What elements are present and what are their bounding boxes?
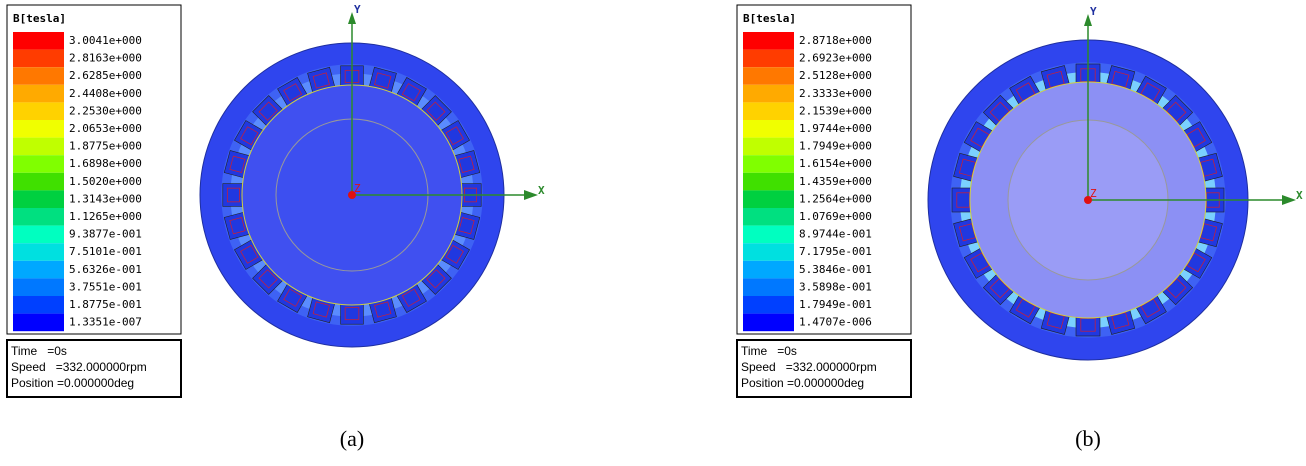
legend-label: 2.6285e+000 (69, 69, 142, 82)
legend-swatch (13, 243, 64, 261)
legend-label: 1.7949e+000 (799, 140, 872, 153)
legend-title: B[tesla] (743, 12, 796, 25)
z-axis-label: Z (354, 182, 361, 195)
y-axis-label: Y (354, 3, 361, 16)
x-axis-label: X (538, 184, 545, 197)
legend-swatch (743, 173, 794, 191)
legend-label: 1.8775e+000 (69, 140, 142, 153)
legend-swatch (13, 32, 64, 50)
legend-label: 2.5128e+000 (799, 69, 872, 82)
legend-label: 1.2564e+000 (799, 192, 872, 205)
info-line: Speed =332.000000rpm (741, 360, 877, 374)
caption: (a) (340, 426, 364, 451)
legend-label: 7.1795e-001 (799, 245, 872, 258)
legend-swatch (743, 261, 794, 279)
info-line: Position =0.000000deg (11, 376, 134, 390)
legend-title: B[tesla] (13, 12, 66, 25)
legend-label: 5.6326e-001 (69, 263, 142, 276)
legend-label: 1.1265e+000 (69, 210, 142, 223)
y-axis-label: Y (1090, 5, 1097, 18)
legend-swatch (743, 67, 794, 85)
legend-label: 2.3333e+000 (799, 87, 872, 100)
legend-swatch (743, 155, 794, 173)
page: B[tesla]3.0041e+0002.8163e+0002.6285e+00… (0, 0, 1306, 466)
legend-label: 1.0769e+000 (799, 210, 872, 223)
legend-swatch (13, 314, 64, 332)
legend-label: 1.3143e+000 (69, 192, 142, 205)
legend-swatch (13, 226, 64, 244)
info-line: Time =0s (11, 344, 67, 358)
panel: B[tesla]2.8718e+000 2.6923e+000 2.5128e+00… (737, 5, 1303, 451)
info-line: Speed =332.000000rpm (11, 360, 147, 374)
legend-label: 3.0041e+000 (69, 34, 142, 47)
z-axis-label: Z (1090, 187, 1097, 200)
legend-label: 8.9744e-001 (799, 228, 872, 241)
legend-label: 1.3351e-007 (69, 316, 142, 329)
legend-swatch (13, 120, 64, 138)
legend-swatch (743, 50, 794, 68)
x-axis-label: X (1296, 189, 1303, 202)
legend-label: 2.8718e+000 (799, 34, 872, 47)
legend-swatch (743, 296, 794, 314)
legend-swatch (743, 102, 794, 120)
legend-swatch (13, 67, 64, 85)
legend-swatch (743, 226, 794, 244)
legend-label: 7.5101e-001 (69, 245, 142, 258)
legend-swatch (13, 190, 64, 208)
info-line: Position =0.000000deg (741, 376, 864, 390)
legend-label: 2.0653e+000 (69, 122, 142, 135)
legend-swatch (13, 102, 64, 120)
legend-swatch (13, 261, 64, 279)
legend-swatch (743, 32, 794, 50)
legend-label: 1.8775e-001 (69, 298, 142, 311)
legend-label: 9.3877e-001 (69, 228, 142, 241)
legend-label: 2.2530e+000 (69, 104, 142, 117)
legend-label: 1.6898e+000 (69, 157, 142, 170)
legend-swatch (13, 138, 64, 156)
x-arrow-head (524, 190, 538, 200)
legend-label: 3.5898e-001 (799, 280, 872, 293)
legend-label: 1.7949e-001 (799, 298, 872, 311)
legend-swatch (743, 120, 794, 138)
legend-swatch (743, 85, 794, 103)
legend-swatch (743, 138, 794, 156)
legend-label: 2.8163e+000 (69, 52, 142, 65)
legend-label: 1.9744e+000 (799, 122, 872, 135)
legend-label: 3.7551e-001 (69, 280, 142, 293)
legend-label: 1.6154e+000 (799, 157, 872, 170)
legend-swatch (743, 208, 794, 226)
legend-label: 2.6923e+000 (799, 52, 872, 65)
legend-swatch (743, 190, 794, 208)
legend-swatch (13, 278, 64, 296)
legend-label: 1.4707e-006 (799, 316, 872, 329)
legend-label: 5.3846e-001 (799, 263, 872, 276)
legend-label: 2.4408e+000 (69, 87, 142, 100)
legend-swatch (13, 50, 64, 68)
legend-swatch (743, 243, 794, 261)
figure: B[tesla]3.0041e+0002.8163e+0002.6285e+00… (0, 0, 1306, 466)
legend-label: 1.5020e+000 (69, 175, 142, 188)
legend-swatch (743, 314, 794, 332)
panel: B[tesla]3.0041e+000 2.8163e+000 2.6285e+00… (7, 3, 545, 451)
legend-swatch (13, 85, 64, 103)
caption: (b) (1075, 426, 1101, 451)
legend-swatch (13, 173, 64, 191)
legend-swatch (743, 278, 794, 296)
legend-label: 1.4359e+000 (799, 175, 872, 188)
legend-label: 2.1539e+000 (799, 104, 872, 117)
legend-swatch (13, 155, 64, 173)
info-line: Time =0s (741, 344, 797, 358)
legend-swatch (13, 208, 64, 226)
legend-swatch (13, 296, 64, 314)
x-arrow-head (1282, 195, 1296, 205)
